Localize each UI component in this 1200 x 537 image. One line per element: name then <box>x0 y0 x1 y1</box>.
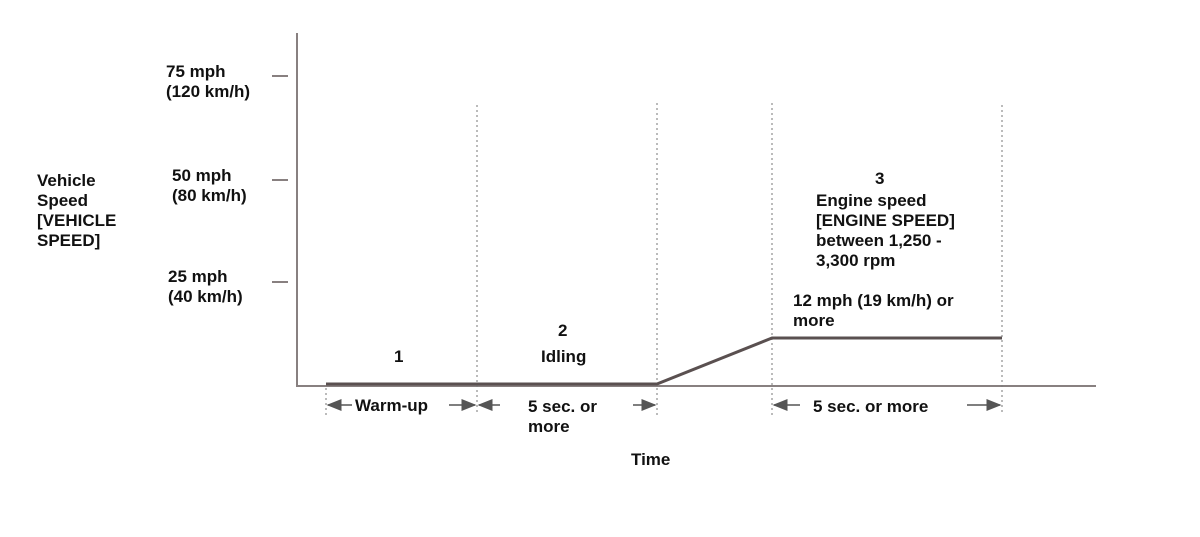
y-axis-title-line: [VEHICLE <box>37 211 117 230</box>
duration-line: 5 sec. or <box>528 397 597 416</box>
phase-3-speed: 12 mph (19 km/h) or more <box>793 291 954 331</box>
tick-kmh: (120 km/h) <box>166 82 251 101</box>
tick-mph: 25 mph <box>168 267 228 286</box>
phase-2-number: 2 <box>558 321 568 340</box>
y-axis-title-line: Speed <box>37 191 89 210</box>
phase-3-condition: Engine speed [ENGINE SPEED] between 1,25… <box>816 191 955 271</box>
y-tick-label-50mph: 50 mph (80 km/h) <box>172 166 247 206</box>
tick-mph: 50 mph <box>172 166 232 185</box>
y-axis-title-line: SPEED] <box>37 231 101 250</box>
y-tick-label-75mph: 75 mph (120 km/h) <box>166 62 250 102</box>
duration-line: more <box>528 417 570 436</box>
tick-mph: 75 mph <box>166 62 226 81</box>
y-tick-label-25mph: 25 mph (40 km/h) <box>168 267 243 307</box>
tick-kmh: (80 km/h) <box>172 186 247 205</box>
phase-3-number: 3 <box>875 169 885 188</box>
speed-profile-line <box>326 336 1002 386</box>
condition-line: Engine speed <box>816 191 927 210</box>
y-axis-title: Vehicle Speed [VEHICLE SPEED] <box>37 171 116 251</box>
x-axis-title: Time <box>631 450 671 469</box>
phase-1-number: 1 <box>394 347 404 366</box>
tick-kmh: (40 km/h) <box>168 287 243 306</box>
phase-1-duration: Warm-up <box>355 396 429 415</box>
condition-line: [ENGINE SPEED] <box>816 211 955 230</box>
phase-3-duration: 5 sec. or more <box>813 397 929 416</box>
y-axis-title-line: Vehicle <box>37 171 96 190</box>
condition-line: between 1,250 - <box>816 231 942 250</box>
speed-line: 12 mph (19 km/h) or <box>793 291 954 310</box>
phase-2-name: Idling <box>541 347 587 366</box>
phase-2-duration: 5 sec. or more <box>528 397 597 437</box>
condition-line: 3,300 rpm <box>816 251 896 270</box>
speed-line: more <box>793 311 835 330</box>
